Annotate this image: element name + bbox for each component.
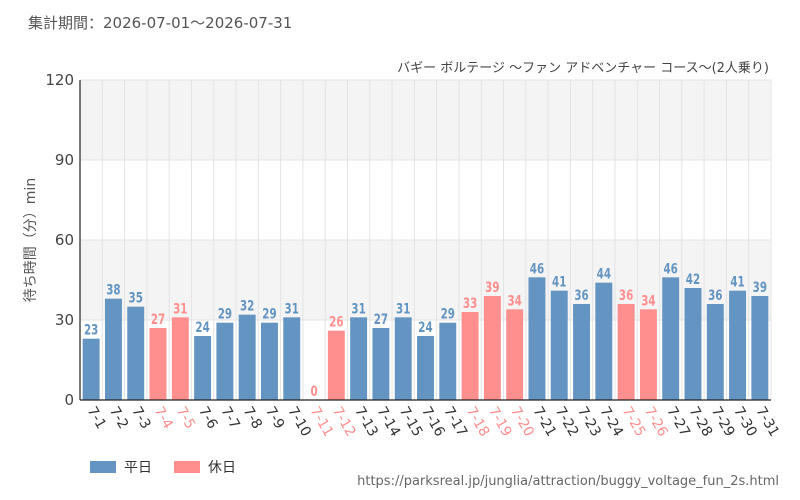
x-tick-label: 7-4: [151, 404, 176, 432]
x-tick-label: 7-5: [173, 404, 198, 432]
bar: [439, 322, 457, 400]
legend-weekday-label: 平日: [124, 460, 152, 476]
bar-value-label: 32: [240, 299, 254, 315]
plot-band: [80, 240, 771, 320]
x-tick-label: 7-9: [262, 404, 287, 432]
bar: [751, 296, 769, 400]
bar: [506, 309, 524, 400]
x-tick-label: 7-7: [217, 404, 242, 432]
bar: [595, 282, 613, 400]
bar-value-label: 36: [574, 288, 588, 304]
bar-value-label: 24: [195, 320, 209, 336]
bar: [82, 338, 100, 400]
bar-value-label: 42: [686, 272, 700, 288]
bar: [394, 317, 412, 400]
bar: [550, 290, 568, 400]
x-tick-label: 7-31: [752, 404, 782, 440]
bar: [617, 304, 635, 400]
bar-value-label: 41: [552, 275, 566, 291]
bar: [417, 336, 434, 400]
bar-value-label: 0: [310, 384, 317, 400]
bar: [350, 317, 368, 400]
bar-value-label: 23: [84, 323, 98, 339]
x-tick-label: 7-2: [106, 404, 131, 432]
bar: [238, 314, 256, 400]
x-tick-label: 7-8: [240, 404, 265, 432]
bar-value-label: 26: [329, 315, 343, 331]
bar: [260, 322, 278, 400]
bar-value-label: 44: [597, 267, 611, 283]
bar-value-label: 29: [441, 307, 455, 323]
bar-value-label: 35: [129, 291, 143, 307]
bar: [639, 309, 657, 400]
bar: [127, 306, 145, 400]
source-url: https://parksreal.jp/junglia/attraction/…: [357, 474, 779, 489]
legend-holiday-swatch: [174, 461, 200, 473]
bar-value-label: 39: [753, 280, 767, 296]
bar: [729, 290, 747, 400]
bar-value-label: 46: [530, 261, 544, 277]
bar-value-label: 31: [285, 301, 299, 317]
x-tick-label: 7-6: [195, 404, 220, 432]
bar-value-label: 36: [619, 288, 633, 304]
bar-value-label: 39: [485, 280, 499, 296]
y-tick-label: 0: [64, 391, 74, 409]
bar-value-label: 27: [151, 312, 165, 328]
bar: [372, 328, 390, 400]
bar: [662, 277, 680, 400]
x-tick-label: 7-1: [84, 404, 109, 432]
y-tick-label: 30: [55, 311, 74, 329]
chart-title: バギー ボルテージ ～ファン アドベンチャー コース～(2人乗り): [397, 61, 769, 76]
bar-value-label: 24: [418, 320, 432, 336]
bar-value-label: 33: [463, 296, 477, 312]
y-tick-label: 120: [45, 71, 74, 89]
bar-value-label: 29: [262, 307, 276, 323]
bar: [528, 277, 546, 400]
bar: [283, 317, 301, 400]
bar-value-label: 38: [106, 283, 120, 299]
bar-value-label: 31: [173, 301, 187, 317]
bar: [216, 322, 234, 400]
bar: [684, 288, 702, 400]
x-tick-label: 7-3: [128, 404, 153, 432]
y-axis-label: 待ち時間（分）min: [23, 178, 39, 302]
bar-value-label: 36: [708, 288, 722, 304]
bar: [171, 317, 189, 400]
plot-band: [80, 80, 771, 160]
bar-value-label: 46: [664, 261, 678, 277]
bar-value-label: 31: [396, 301, 410, 317]
bar-value-label: 29: [218, 307, 232, 323]
legend-holiday-label: 休日: [208, 460, 236, 476]
period-label: 集計期間：2026-07-01～2026-07-31: [28, 14, 293, 32]
bar-value-label: 41: [730, 275, 744, 291]
bar-value-label: 34: [507, 293, 521, 309]
bar: [327, 330, 345, 400]
bar-value-label: 27: [374, 312, 388, 328]
bar: [706, 304, 724, 400]
bar: [104, 298, 122, 400]
bar: [194, 336, 212, 400]
bar-value-label: 31: [351, 301, 365, 317]
y-tick-label: 60: [55, 231, 74, 249]
legend-weekday: 平日: [90, 458, 152, 476]
legend-weekday-swatch: [90, 461, 116, 473]
bar-value-label: 34: [641, 293, 655, 309]
bar: [483, 296, 501, 400]
legend-holiday: 休日: [174, 458, 236, 476]
bar: [461, 312, 479, 400]
bar: [149, 328, 167, 400]
bar: [573, 304, 591, 400]
y-tick-label: 90: [55, 151, 74, 169]
